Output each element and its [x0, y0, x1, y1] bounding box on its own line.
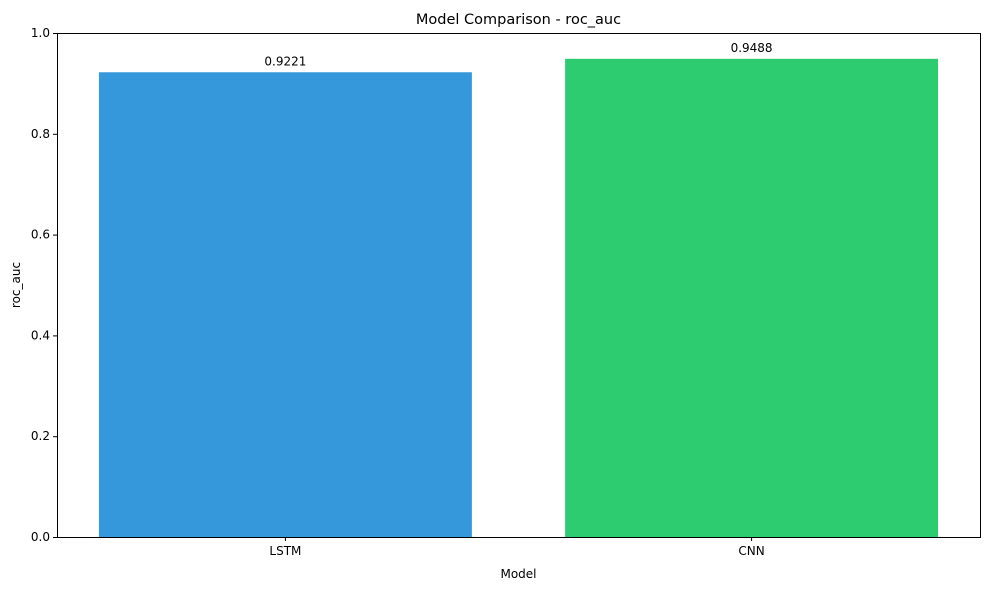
- y-tick-label: 0.8: [31, 127, 50, 141]
- bar-lstm: [98, 72, 472, 537]
- y-tick-label: 1.0: [31, 26, 50, 40]
- ticks-layer: LSTM CNN 0.0 0.2 0.4 0.6 0.8 1.0: [31, 26, 765, 558]
- data-label-lstm: 0.9221: [264, 54, 306, 68]
- x-tick-label-lstm: LSTM: [269, 544, 301, 558]
- data-label-cnn: 0.9488: [731, 41, 773, 55]
- bars-layer: [98, 58, 939, 537]
- data-labels-layer: 0.9221 0.9488: [264, 41, 772, 68]
- x-tick-label-cnn: CNN: [738, 544, 764, 558]
- bar-cnn: [565, 58, 939, 537]
- plot-frame: [57, 33, 981, 538]
- y-tick-label: 0.6: [31, 228, 50, 242]
- y-tick-label: 0.4: [31, 328, 50, 342]
- y-axis-label: roc_auc: [9, 262, 23, 308]
- x-axis-label: Model: [500, 567, 536, 581]
- chart-title: Model Comparison - roc_auc: [416, 12, 621, 28]
- y-tick-label: 0.0: [31, 530, 50, 544]
- y-tick-label: 0.2: [31, 429, 50, 443]
